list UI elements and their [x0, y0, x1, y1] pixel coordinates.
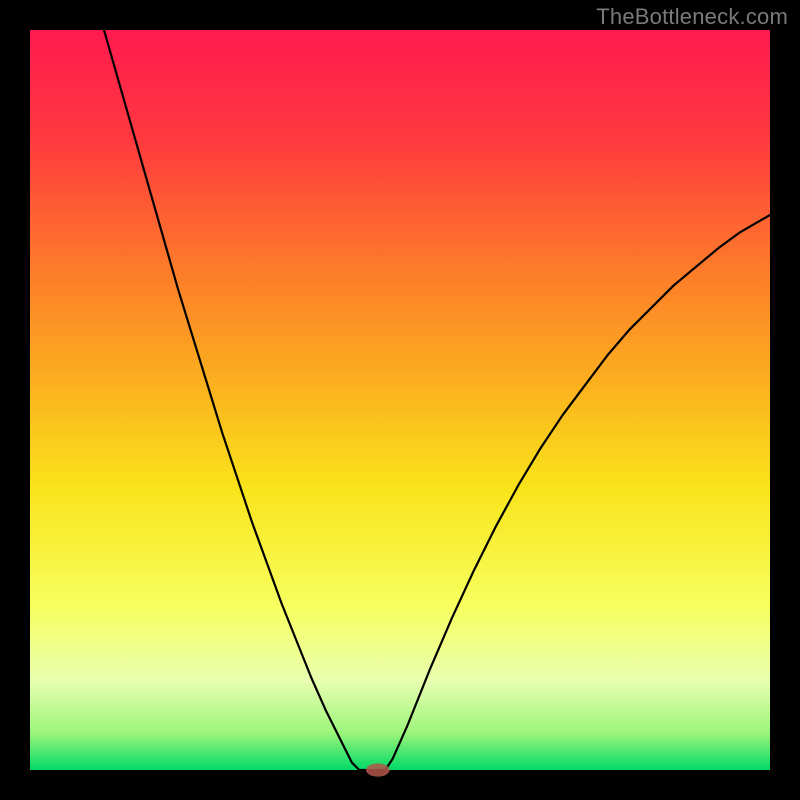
chart-stage: TheBottleneck.com	[0, 0, 800, 800]
plot-background	[30, 30, 770, 770]
bottleneck-chart	[0, 0, 800, 800]
optimal-point-marker	[366, 763, 390, 776]
